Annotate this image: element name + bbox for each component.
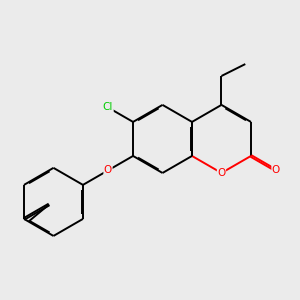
Text: O: O xyxy=(217,168,226,178)
Text: Cl: Cl xyxy=(103,103,113,112)
Text: O: O xyxy=(272,165,280,176)
Text: O: O xyxy=(104,165,112,176)
